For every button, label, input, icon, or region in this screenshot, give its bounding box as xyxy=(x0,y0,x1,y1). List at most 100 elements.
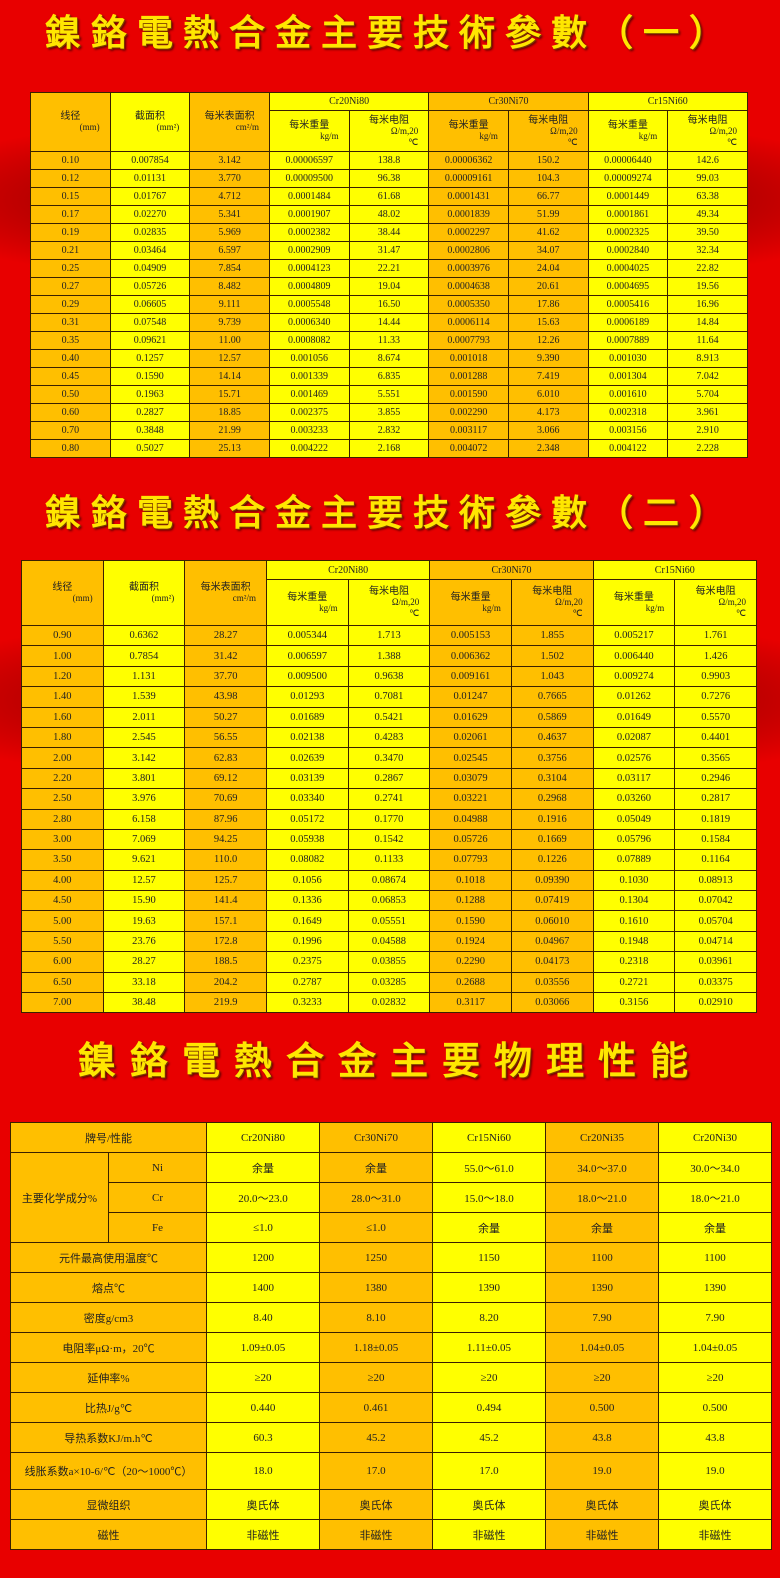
table-cell: 110.0 xyxy=(184,849,267,871)
table-cell: 0.00009161 xyxy=(428,169,509,188)
table-row: 0.35 0.09621 11.00 0.0008082 11.33 0.0007793 1… xyxy=(30,331,748,350)
table-cell: 23.76 xyxy=(102,930,186,953)
table-cell: 0.03961 xyxy=(674,951,757,973)
table-cell: 0.31 xyxy=(30,313,111,332)
table-row: 3.00 7.069 94.25 0.05938 0.1542 0.05726 0.1669… xyxy=(21,828,757,851)
table-cell: 余量 xyxy=(545,1212,659,1243)
header-weight-label: 每米重量 xyxy=(613,591,654,603)
table-cell: 0.07889 xyxy=(592,849,676,871)
table-cell: 1390 xyxy=(658,1272,772,1303)
table-cell: 4.173 xyxy=(507,403,589,422)
table-cell: 0.02832 xyxy=(347,992,431,1014)
table-cell: 1.855 xyxy=(510,624,594,647)
table-cell: 1.20 xyxy=(21,665,104,688)
table-cell: 1380 xyxy=(319,1272,433,1303)
header-diameter: 线径 (mm) xyxy=(30,92,111,152)
table-cell: 1200 xyxy=(206,1242,320,1273)
table-cell: 22.21 xyxy=(348,259,430,278)
header-surface-unit: cm²/m xyxy=(235,122,259,132)
table-cell: 0.07419 xyxy=(510,890,594,912)
table-cell: 0.3117 xyxy=(429,992,512,1014)
header-resistance-unit-celsius: ℃ xyxy=(567,136,578,147)
table-row: 1.60 2.011 50.27 0.01689 0.5421 0.01629 0.5869… xyxy=(21,706,757,728)
property-label: 线胀系数a×10-6/℃（20～1000℃） xyxy=(10,1452,207,1490)
table-cell: 0.00006362 xyxy=(428,151,509,170)
header-diameter-label: 线径 xyxy=(60,111,81,122)
table-cell: 188.5 xyxy=(184,951,267,973)
table-cell: 28.27 xyxy=(184,624,267,647)
table-cell: 8.482 xyxy=(189,277,270,296)
table-cell: 66.77 xyxy=(507,187,589,206)
header-resistance-unit-celsius: ℃ xyxy=(409,608,420,618)
table-cell: 0.7665 xyxy=(510,686,594,708)
header-weight: 每米重量 kg/m xyxy=(592,579,676,626)
table-cell: 0.0002382 xyxy=(268,223,350,242)
header-alloy: Cr30Ni70 xyxy=(428,92,589,111)
table-cell: 0.45 xyxy=(30,367,111,386)
table-row: 0.17 0.02270 5.341 0.0001907 48.02 0.0001839 5… xyxy=(30,205,748,224)
table-cell: 0.0004809 xyxy=(268,277,350,296)
table-cell: 0.005217 xyxy=(592,624,676,647)
table-cell: 0.01689 xyxy=(265,706,349,728)
table-cell: 0.003117 xyxy=(428,421,509,440)
table-cell: 157.1 xyxy=(184,910,267,932)
header-alloy: Cr20Ni80 xyxy=(206,1122,320,1153)
table-cell: 5.00 xyxy=(21,910,104,932)
header-diameter-label: 线径 xyxy=(52,582,73,593)
table-cell: 0.3104 xyxy=(510,767,594,790)
table-cell: 0.3156 xyxy=(592,992,676,1014)
table-cell: 2.545 xyxy=(102,726,186,749)
table-cell: 0.05049 xyxy=(592,808,676,830)
table-cell: 0.9638 xyxy=(347,665,431,688)
table-cell: 0.001590 xyxy=(428,385,509,404)
element-label: Fe xyxy=(108,1212,207,1243)
header-weight: 每米重量 kg/m xyxy=(587,110,669,152)
header-resistance-label: 每米电阻 xyxy=(687,114,728,126)
table-row: 0.45 0.1590 14.14 0.001339 6.835 0.001288 7.41… xyxy=(30,367,748,386)
header-weight-label: 每米重量 xyxy=(289,120,330,131)
table-cell: 0.01629 xyxy=(429,706,512,728)
table-cell: 0.1133 xyxy=(347,849,431,871)
table-cell: 125.7 xyxy=(184,869,267,892)
property-row: 延伸率% ≥20 ≥20 ≥20 ≥20 ≥20 xyxy=(10,1362,772,1393)
table-cell: 0.09621 xyxy=(109,331,191,350)
table-cell: 87.96 xyxy=(184,808,267,830)
table-cell: 19.04 xyxy=(348,277,430,296)
table-cell: 0.1336 xyxy=(265,890,349,912)
header-resistance-unit: Ω/m,20 xyxy=(709,125,737,136)
table-row: 0.12 0.01131 3.770 0.00009500 96.38 0.0000916… xyxy=(30,169,748,188)
header-surface-unit: cm²/m xyxy=(232,593,256,603)
header-resistance-label: 每米电阻 xyxy=(532,586,573,597)
header-weight: 每米重量 kg/m xyxy=(429,579,512,626)
table-cell: 0.21 xyxy=(30,241,111,260)
table-cell: 0.005153 xyxy=(429,624,512,647)
header-weight-label: 每米重量 xyxy=(287,591,328,603)
table-cell: 0.00009274 xyxy=(587,169,669,188)
table-cell: 0.002290 xyxy=(428,403,509,422)
property-row: 元件最高使用温度℃ 1200 1250 1150 1100 1100 xyxy=(10,1242,772,1273)
table-cell: 0.006597 xyxy=(265,645,349,667)
table-cell: 0.04588 xyxy=(347,930,431,953)
header-area: 截面积 (mm²) xyxy=(109,92,191,152)
table-row: 6.50 33.18 204.2 0.2787 0.03285 0.2688 0.03556… xyxy=(21,971,757,994)
table-cell: 0.0001431 xyxy=(428,187,509,206)
table-cell: 2.80 xyxy=(21,808,104,830)
property-row: 线胀系数a×10-6/℃（20～1000℃） 18.0 17.0 17.0 19.0 19… xyxy=(10,1452,772,1490)
header-diameter-unit: (mm) xyxy=(72,593,93,603)
table-cell: 43.8 xyxy=(545,1422,659,1453)
table-cell: ≥20 xyxy=(432,1362,546,1393)
table-cell: 奥氏体 xyxy=(432,1489,546,1520)
table-cell: 0.06605 xyxy=(109,295,191,314)
table-cell: 0.04909 xyxy=(109,259,191,278)
table-cell: 4.712 xyxy=(189,187,270,206)
table-cell: 3.770 xyxy=(189,169,270,188)
title-technical-params-2: 鎳鉻電熱合金主要技術參數（二） xyxy=(44,492,735,534)
table-cell: 43.8 xyxy=(658,1422,772,1453)
table-cell: 18.0～21.0 xyxy=(658,1182,772,1213)
table-cell: 0.0004123 xyxy=(268,259,350,278)
header-resistance: 每米电阻 Ω/m,20 ℃ xyxy=(674,579,757,626)
table-cell: 0.9903 xyxy=(674,665,757,688)
header-alloy: Cr30Ni70 xyxy=(429,560,594,580)
table-cell: 4.50 xyxy=(21,890,104,912)
table-cell: 0.0007793 xyxy=(428,331,509,350)
